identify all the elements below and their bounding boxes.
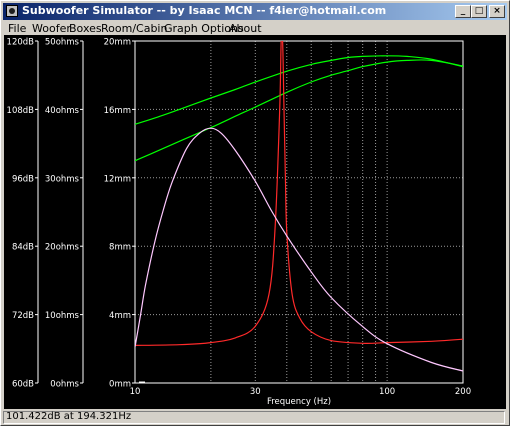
spl-curve-1 [135,55,463,125]
menu-file[interactable]: File [8,22,27,35]
title-bar[interactable]: Subwoofer Simulator -- by Isaac MCN -- f… [3,3,507,20]
y-tick-label-dB: 60dB [12,380,34,390]
x-tick-label: 100 [379,387,395,397]
y-tick-label-mm: 16mm [104,106,131,116]
y-tick-label-dB: 72dB [12,311,34,321]
status-text: 101.422dB at 194.321Hz [6,411,132,422]
y-tick-label-ohms: 0ohms [50,380,79,390]
menu-woofer[interactable]: Woofer [32,22,71,35]
maximize-button[interactable]: □ [471,5,487,18]
y-tick-label-mm: 4mm [109,311,131,321]
app-icon[interactable] [6,5,18,17]
plot-frame [134,40,464,384]
status-panel: 101.422dB at 194.321Hz [3,411,505,424]
y-tick-label-mm: 12mm [104,174,131,184]
window-title: Subwoofer Simulator -- by Isaac MCN -- f… [22,4,387,17]
close-button[interactable]: × [489,5,505,18]
y-tick-label-mm: 0mm [109,380,131,390]
x-tick-label: 10 [130,387,141,397]
menu-bar: File Woofer Boxes Room/Cabin Graph Optio… [3,21,507,36]
y-tick-label-ohms: 40ohms [45,106,80,116]
x-tick-label: 200 [455,387,471,397]
frequency-response-chart[interactable]: 120dB 108dB 96dB 84dB 72dB 60dB 50ohms 40ohms 30… [4,35,506,409]
y-tick-label-ohms: 20ohms [45,243,80,253]
y-tick-label-mm: 8mm [109,243,131,253]
y-tick-label-ohms: 50ohms [45,38,80,48]
y-tick-label-dB: 120dB [7,38,35,48]
y-tick-label-mm: 20mm [104,38,131,48]
menu-boxes[interactable]: Boxes [69,22,102,35]
y-tick-label-dB: 108dB [7,106,35,116]
menu-room-cabin[interactable]: Room/Cabin [101,22,168,35]
y-tick-label-dB: 96dB [12,174,34,184]
graph-panel[interactable]: 120dB 108dB 96dB 84dB 72dB 60dB 50ohms 40ohms 30… [4,35,506,409]
excursion-curve [135,127,463,372]
menu-graph-options[interactable]: Graph Options [164,22,244,35]
minimize-button[interactable]: _ [455,5,471,18]
x-tick-label: 30 [250,387,261,397]
x-axis-label: Frequency (Hz) [267,397,331,407]
y-tick-label-dB: 84dB [12,243,34,253]
y-tick-label-ohms: 30ohms [45,174,80,184]
status-bar: 101.422dB at 194.321Hz [3,409,507,425]
spl-curve-2 [135,59,463,162]
menu-about[interactable]: About [229,22,262,35]
y-tick-label-ohms: 10ohms [45,311,80,321]
impedance-curve [135,41,463,346]
